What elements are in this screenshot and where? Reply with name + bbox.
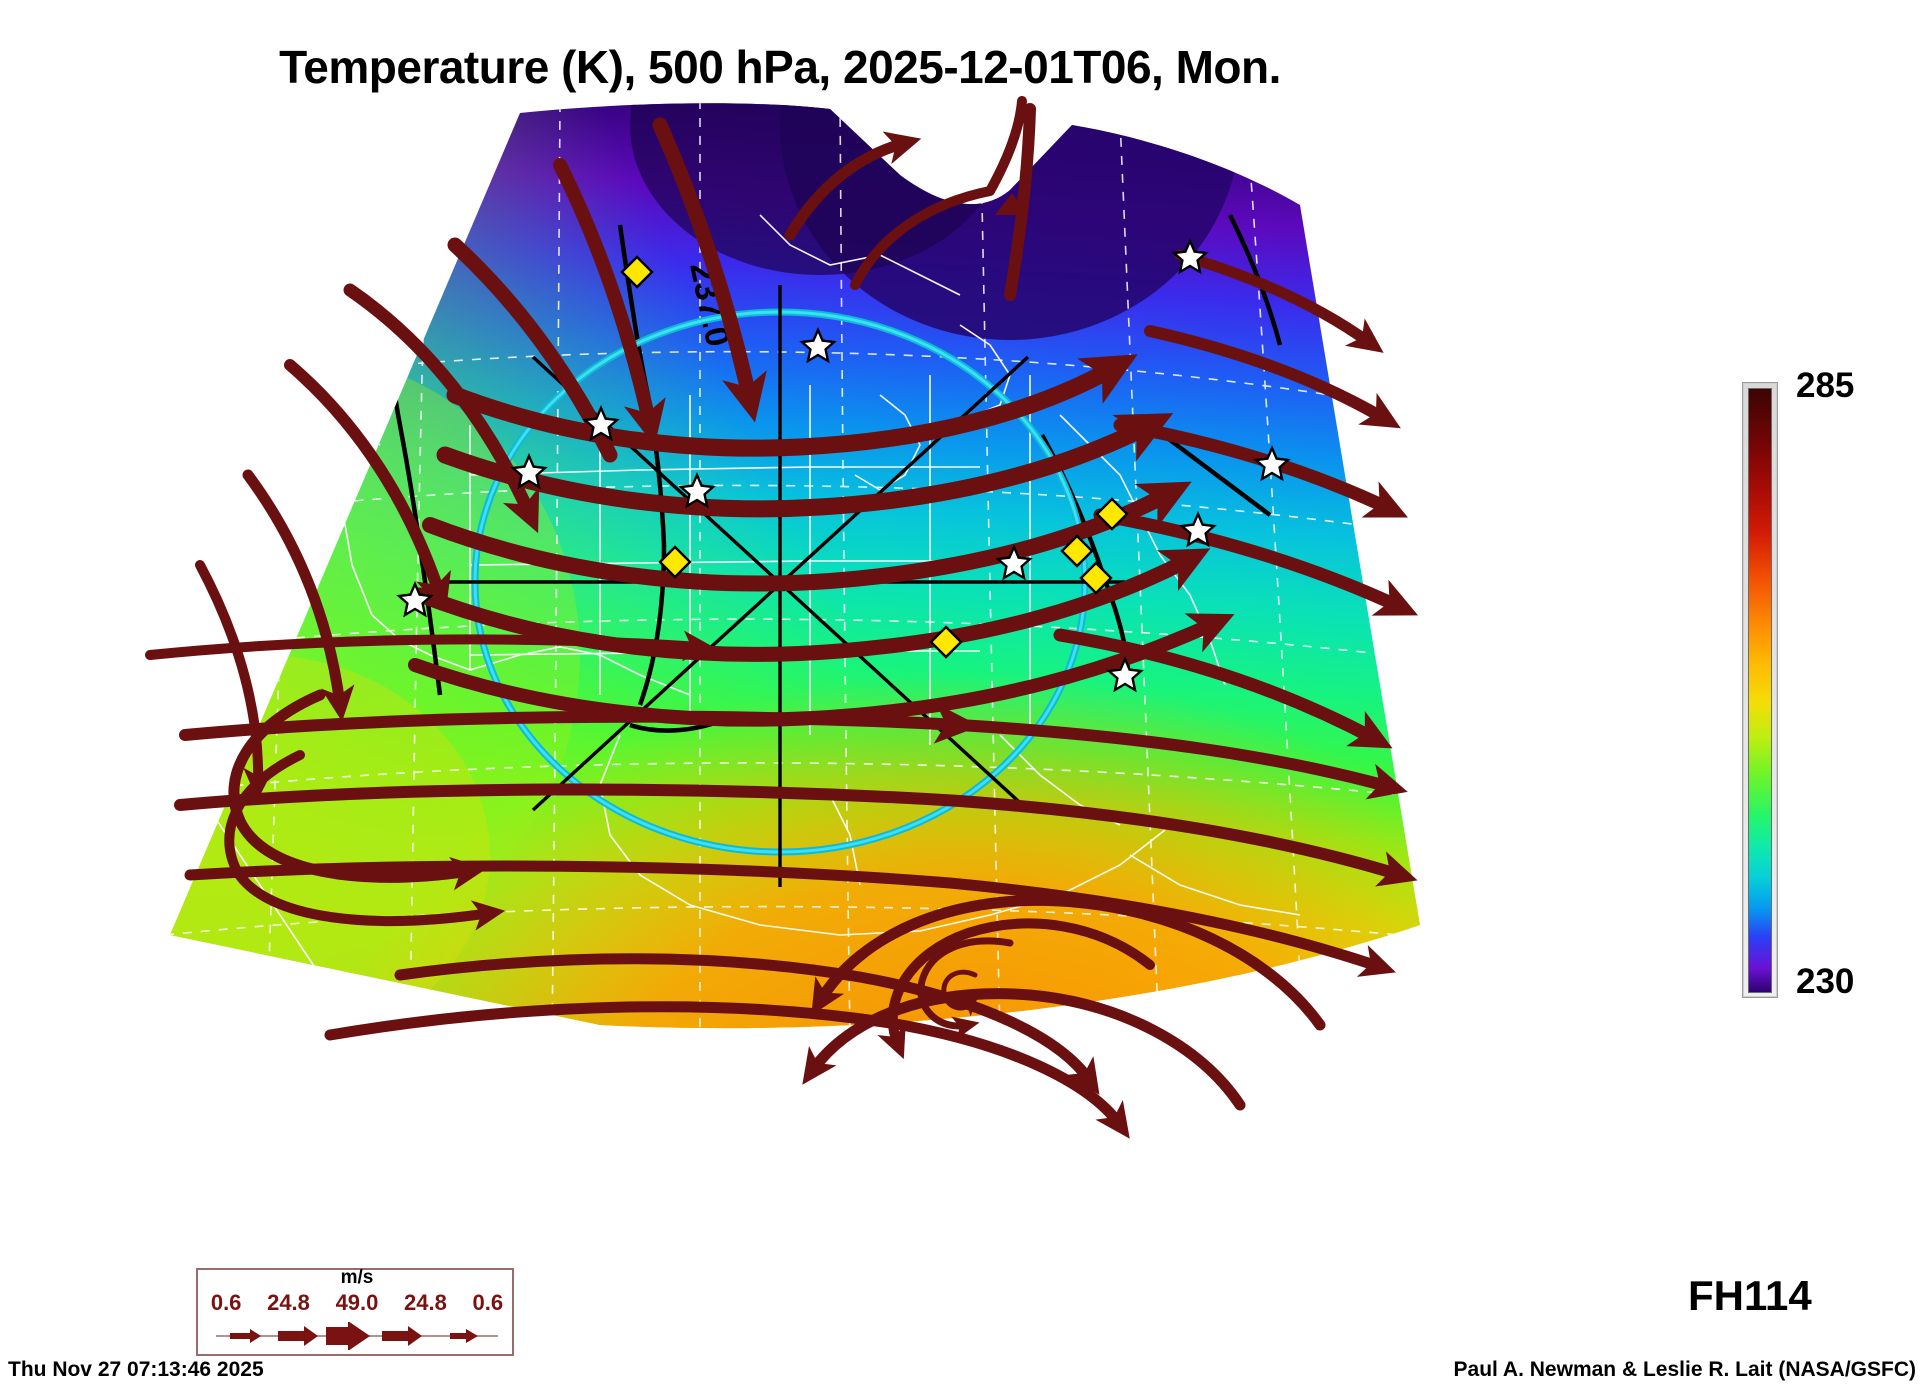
temperature-map[interactable]: 237.0 — [0, 95, 1560, 1185]
wind-streamlines — [145, 96, 1419, 1139]
wind-value-2: 24.8 — [267, 1290, 310, 1315]
station-markers-stars — [396, 237, 1291, 693]
colorbar-min-label: 230 — [1796, 962, 1855, 1001]
colorbar: 285 230 — [1742, 366, 1926, 1002]
wind-unit-label: m/s — [340, 1267, 374, 1288]
wind-value-4: 24.8 — [404, 1290, 447, 1315]
wind-arrow-scale-icon — [216, 1322, 498, 1350]
map-panel[interactable]: 237.0 — [0, 95, 1560, 1185]
generation-timestamp: Thu Nov 27 07:13:46 2025 — [8, 1358, 264, 1381]
wind-value-5: 0.6 — [472, 1290, 504, 1315]
forecast-hour-label: FH114 — [1688, 1272, 1812, 1319]
colorbar-frame — [1742, 382, 1778, 998]
wind-value-1: 0.6 — [210, 1290, 242, 1315]
wind-value-labels: 0.6 24.8 49.0 24.8 0.6 — [198, 1290, 516, 1316]
page-title: Temperature (K), 500 hPa, 2025-12-01T06,… — [279, 41, 1281, 93]
credit-line: Paul A. Newman & Leslie R. Lait (NASA/GS… — [1453, 1358, 1916, 1381]
station-markers-diamonds — [620, 255, 1129, 659]
temperature-field — [170, 103, 1420, 1029]
colorbar-max-label: 285 — [1796, 366, 1855, 405]
colorbar-gradient — [1748, 388, 1772, 993]
wind-value-3: 49.0 — [335, 1290, 379, 1315]
wind-speed-legend: m/s 0.6 24.8 49.0 24.8 0.6 — [196, 1267, 516, 1356]
